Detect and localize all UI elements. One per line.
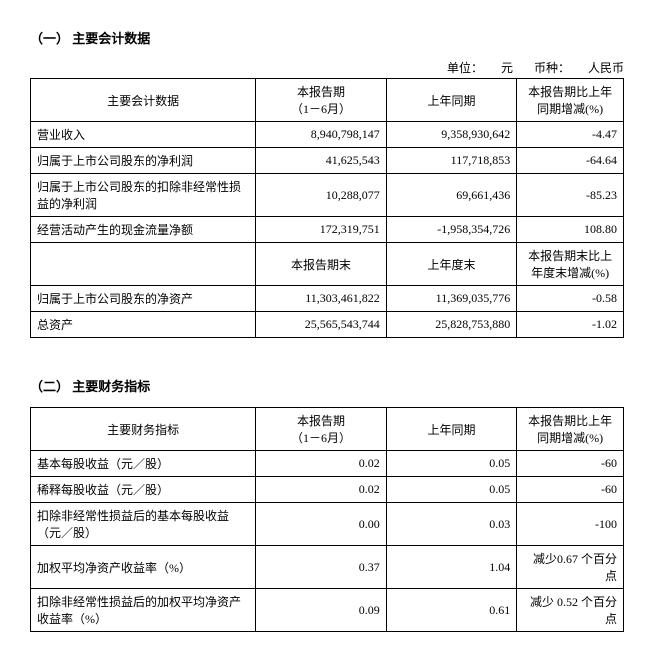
table-row: 归属于上市公司股东的净利润 41,625,543 117,718,853 -64…: [31, 148, 624, 174]
row-change: 减少 0.52 个百分点: [517, 589, 624, 632]
subheader-col3: 上年度末: [386, 243, 516, 286]
row-current: 0.09: [256, 589, 386, 632]
row-label: 归属于上市公司股东的净资产: [31, 286, 256, 312]
row-label: 扣除非经常性损益后的加权平均净资产收益率（%）: [31, 589, 256, 632]
row-prior: 25,828,753,880: [386, 312, 516, 338]
row-prior: 1.04: [386, 546, 516, 589]
row-current: 41,625,543: [256, 148, 386, 174]
table-row: 归属于上市公司股东的净资产 11,303,461,822 11,369,035,…: [31, 286, 624, 312]
row-label: 归属于上市公司股东的净利润: [31, 148, 256, 174]
section2-title: （二） 主要财务指标: [30, 376, 624, 395]
header-col3: 上年同期: [386, 79, 516, 122]
table-row: 经营活动产生的现金流量净额 172,319,751 -1,958,354,726…: [31, 217, 624, 243]
row-current: 11,303,461,822: [256, 286, 386, 312]
section1-title: （一） 主要会计数据: [30, 28, 624, 47]
header-col2: 本报告期 （1－6月）: [256, 79, 386, 122]
header-col2: 本报告期 （1－6月）: [256, 408, 386, 451]
row-current: 0.37: [256, 546, 386, 589]
row-label: 营业收入: [31, 122, 256, 148]
row-label: 加权平均净资产收益率（%）: [31, 546, 256, 589]
row-label: 基本每股收益（元／股）: [31, 451, 256, 477]
table-row: 归属于上市公司股东的扣除非经常性损益的净利润 10,288,077 69,661…: [31, 174, 624, 217]
row-prior: 0.05: [386, 451, 516, 477]
header-col1: 主要财务指标: [31, 408, 256, 451]
row-label: 经营活动产生的现金流量净额: [31, 217, 256, 243]
header-col3: 上年同期: [386, 408, 516, 451]
table-accounting-data: 主要会计数据 本报告期 （1－6月） 上年同期 本报告期比上年同期增减(%) 营…: [30, 78, 624, 338]
row-change: -60: [517, 477, 624, 503]
table-row: 基本每股收益（元／股） 0.02 0.05 -60: [31, 451, 624, 477]
header-col1: 主要会计数据: [31, 79, 256, 122]
table-row: 扣除非经常性损益后的加权平均净资产收益率（%） 0.09 0.61 减少 0.5…: [31, 589, 624, 632]
row-change: -60: [517, 451, 624, 477]
row-current: 172,319,751: [256, 217, 386, 243]
row-change: -0.58: [517, 286, 624, 312]
table-financial-indicators: 主要财务指标 本报告期 （1－6月） 上年同期 本报告期比上年同期增减(%) 基…: [30, 407, 624, 632]
row-current: 8,940,798,147: [256, 122, 386, 148]
table-row: 营业收入 8,940,798,147 9,358,930,642 -4.47: [31, 122, 624, 148]
row-current: 0.02: [256, 477, 386, 503]
table-header-row: 主要财务指标 本报告期 （1－6月） 上年同期 本报告期比上年同期增减(%): [31, 408, 624, 451]
row-prior: 117,718,853: [386, 148, 516, 174]
row-change: 108.80: [517, 217, 624, 243]
table-subheader-row: 本报告期末 上年度末 本报告期末比上年度末增减(%): [31, 243, 624, 286]
table-row: 总资产 25,565,543,744 25,828,753,880 -1.02: [31, 312, 624, 338]
row-current: 0.02: [256, 451, 386, 477]
unit-prefix: 单位：: [447, 61, 483, 75]
subheader-col4: 本报告期末比上年度末增减(%): [517, 243, 624, 286]
row-prior: 0.05: [386, 477, 516, 503]
row-change: -1.02: [517, 312, 624, 338]
row-current: 25,565,543,744: [256, 312, 386, 338]
row-change: -64.64: [517, 148, 624, 174]
row-prior: 9,358,930,642: [386, 122, 516, 148]
currency-prefix: 币种：: [534, 61, 570, 75]
row-prior: 11,369,035,776: [386, 286, 516, 312]
header-col4: 本报告期比上年同期增减(%): [517, 79, 624, 122]
row-prior: -1,958,354,726: [386, 217, 516, 243]
row-label: 总资产: [31, 312, 256, 338]
table-header-row: 主要会计数据 本报告期 （1－6月） 上年同期 本报告期比上年同期增减(%): [31, 79, 624, 122]
row-prior: 0.61: [386, 589, 516, 632]
unit-line: 单位： 元 币种： 人民币: [30, 59, 624, 76]
row-change: -85.23: [517, 174, 624, 217]
subheader-col2: 本报告期末: [256, 243, 386, 286]
row-prior: 69,661,436: [386, 174, 516, 217]
table-row: 稀释每股收益（元／股） 0.02 0.05 -60: [31, 477, 624, 503]
row-label: 稀释每股收益（元／股）: [31, 477, 256, 503]
header-col4: 本报告期比上年同期增减(%): [517, 408, 624, 451]
row-label: 归属于上市公司股东的扣除非经常性损益的净利润: [31, 174, 256, 217]
subheader-empty: [31, 243, 256, 286]
table-row: 加权平均净资产收益率（%） 0.37 1.04 减少0.67 个百分点: [31, 546, 624, 589]
row-change: 减少0.67 个百分点: [517, 546, 624, 589]
row-change: -4.47: [517, 122, 624, 148]
currency-value: 人民币: [588, 61, 624, 75]
unit-value: 元: [501, 61, 513, 75]
row-current: 10,288,077: [256, 174, 386, 217]
